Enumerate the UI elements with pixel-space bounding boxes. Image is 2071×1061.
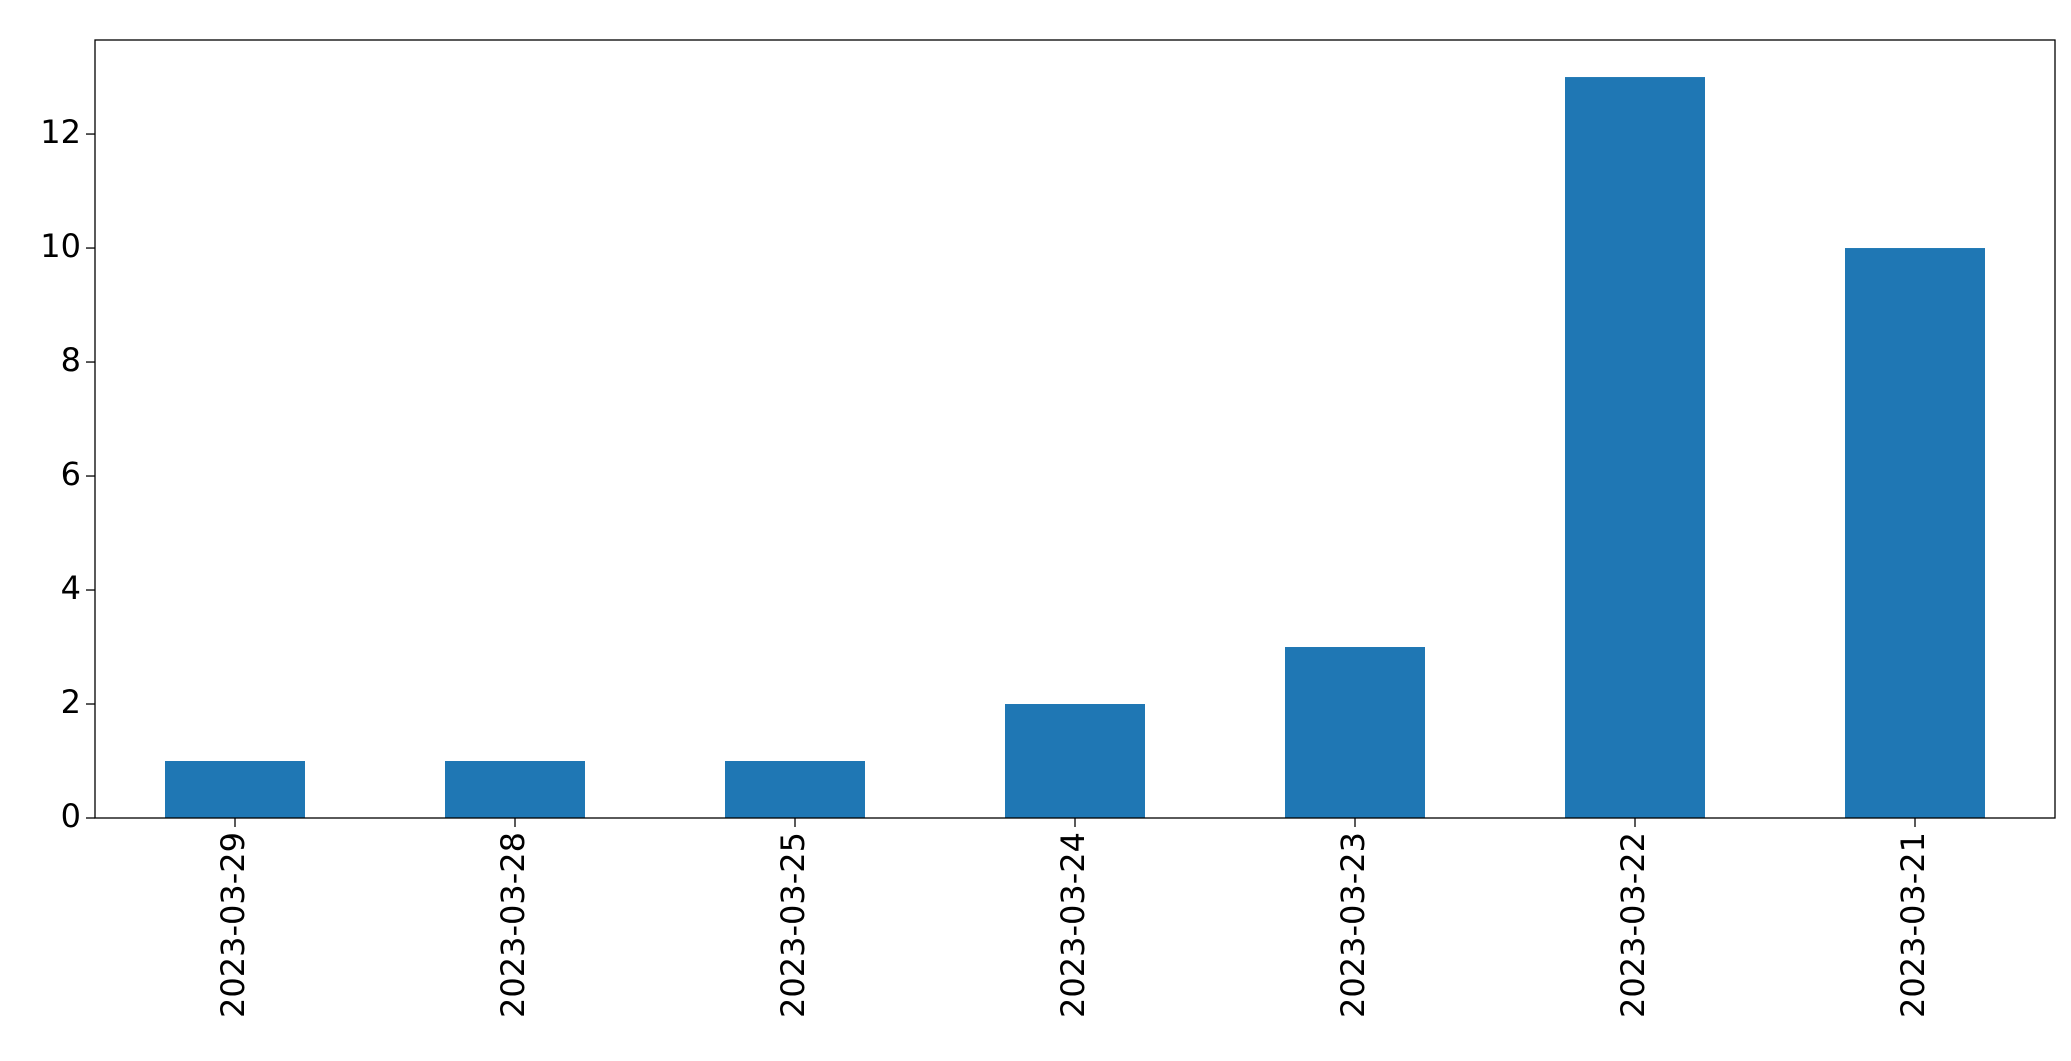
- x-tick-label: 2023-03-25: [774, 832, 812, 1018]
- y-tick-label: 8: [61, 341, 81, 379]
- axes-frame: [94, 39, 2056, 819]
- x-tick-label: 2023-03-21: [1894, 832, 1932, 1018]
- x-tick-label: 2023-03-24: [1054, 832, 1092, 1018]
- y-tick-label: 2: [61, 683, 81, 721]
- bar: [445, 761, 585, 818]
- bar: [165, 761, 305, 818]
- x-tick-label: 2023-03-22: [1614, 832, 1652, 1018]
- y-tick-label: 10: [40, 227, 81, 265]
- bar: [1005, 704, 1145, 818]
- x-tick-label: 2023-03-29: [214, 832, 252, 1018]
- y-tick-label: 4: [61, 569, 81, 607]
- x-tick-label: 2023-03-23: [1334, 832, 1372, 1018]
- y-tick-label: 0: [61, 797, 81, 835]
- x-tick-label: 2023-03-28: [494, 832, 532, 1018]
- bar: [1565, 77, 1705, 819]
- bar: [1845, 248, 1985, 819]
- y-tick-label: 6: [61, 455, 81, 493]
- bar: [1285, 647, 1425, 818]
- y-tick-label: 12: [40, 113, 81, 151]
- bar: [725, 761, 865, 818]
